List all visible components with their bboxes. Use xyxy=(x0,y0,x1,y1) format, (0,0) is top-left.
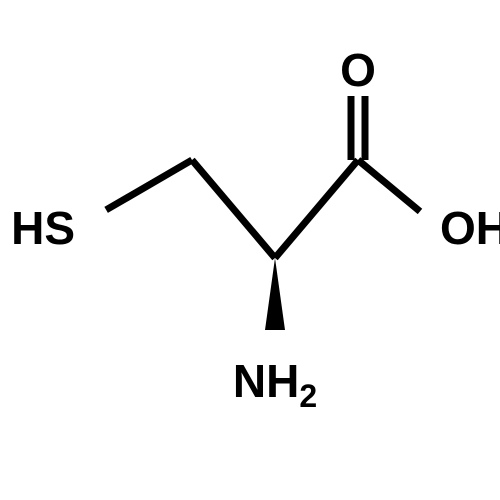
bond xyxy=(106,160,192,210)
atom-label-hs: HS xyxy=(11,202,75,254)
atom-label-nh2: NH2 xyxy=(233,355,317,414)
labels-layer: HS O OH NH2 xyxy=(11,44,500,414)
bonds-layer xyxy=(106,96,420,330)
bond xyxy=(192,160,275,258)
wedge-bond xyxy=(265,258,285,330)
molecule-diagram: HS O OH NH2 xyxy=(0,0,500,500)
bond xyxy=(358,160,420,211)
bond xyxy=(275,160,358,258)
atom-label-o_dbl: O xyxy=(340,44,376,96)
atom-label-oh: OH xyxy=(440,202,500,254)
